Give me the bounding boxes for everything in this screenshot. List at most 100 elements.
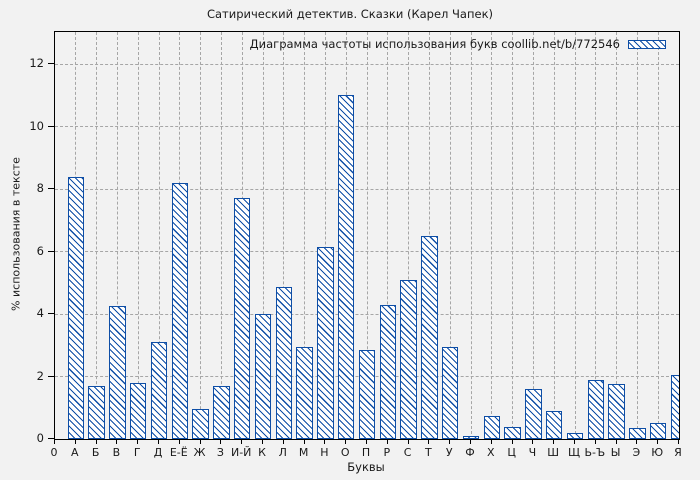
gridline-vertical <box>595 32 597 439</box>
x-tick-mark <box>303 440 305 444</box>
x-tick-label: Ч <box>528 446 537 459</box>
bar <box>504 426 521 439</box>
x-tick-label: Ж <box>193 446 206 459</box>
y-tick-label: 10 <box>29 118 44 133</box>
gridline-vertical <box>512 32 514 439</box>
gridline-vertical <box>387 32 389 439</box>
x-tick-label: Х <box>487 446 495 459</box>
x-tick-label: Е-Ё <box>169 446 188 459</box>
gridline-vertical <box>158 32 160 439</box>
bar <box>233 198 251 439</box>
bar <box>67 176 85 439</box>
x-tick-mark <box>407 440 409 444</box>
bar <box>213 385 230 439</box>
bar <box>358 349 376 439</box>
x-tick-mark <box>262 440 263 444</box>
gridline-vertical <box>428 32 430 439</box>
y-tick-mark <box>48 63 54 64</box>
x-tick-mark <box>594 440 596 444</box>
x-tick-mark <box>636 440 638 444</box>
bar <box>192 409 209 439</box>
x-tick-label: Р <box>383 446 391 459</box>
x-tick-label: Г <box>133 446 141 459</box>
x-tick-label: С <box>403 446 412 459</box>
bar <box>150 342 168 439</box>
x-tick-label: 0 <box>50 446 58 459</box>
x-tick-mark <box>428 440 430 444</box>
gridline-vertical <box>574 32 576 439</box>
plot-area: Диаграмма частоты использования букв coo… <box>54 31 680 440</box>
x-tick-label: К <box>258 446 266 459</box>
bar <box>629 428 646 439</box>
bar <box>462 435 480 439</box>
bar <box>129 382 147 439</box>
x-tick-mark <box>220 440 222 444</box>
gridline-vertical <box>366 32 368 439</box>
x-tick-mark <box>241 440 243 444</box>
gridline-vertical <box>324 32 326 439</box>
x-tick-mark <box>615 440 617 444</box>
x-tick-label: Э <box>632 446 641 459</box>
x-tick-label: О <box>340 446 350 459</box>
x-tick-label: Щ <box>567 446 581 459</box>
gridline-vertical <box>491 32 493 439</box>
gridline-vertical <box>220 32 222 439</box>
x-tick-mark <box>678 440 679 444</box>
x-tick-mark <box>449 440 451 444</box>
x-tick-label: В <box>112 446 121 459</box>
legend: Диаграмма частоты использования букв coo… <box>250 37 666 51</box>
x-tick-label: Я <box>674 446 682 459</box>
x-tick-mark <box>345 440 347 444</box>
bar <box>171 182 189 439</box>
bar <box>275 287 293 439</box>
x-tick-mark <box>386 440 388 444</box>
x-tick-mark <box>95 440 97 444</box>
gridline-vertical <box>532 32 534 439</box>
gridline-vertical <box>200 32 202 439</box>
chart-title: Сатирический детектив. Сказки (Карел Чап… <box>206 7 494 21</box>
x-tick-mark <box>282 440 284 444</box>
bar <box>88 385 105 439</box>
gridline-vertical <box>449 32 451 439</box>
x-tick-label: Б <box>91 446 100 459</box>
gridline-vertical <box>553 32 555 439</box>
x-tick-label: Т <box>425 446 432 459</box>
x-tick-label: П <box>361 446 371 459</box>
bar <box>649 423 667 439</box>
bar <box>525 389 542 439</box>
gridline-vertical <box>116 32 118 439</box>
x-tick-mark <box>137 440 139 444</box>
bar <box>317 246 334 439</box>
gridline-vertical <box>616 32 618 439</box>
bar <box>566 432 584 439</box>
x-tick-mark <box>532 440 534 444</box>
bar <box>545 410 563 439</box>
x-tick-mark <box>74 440 76 444</box>
x-tick-mark <box>366 440 367 444</box>
y-tick-label: 0 <box>36 431 44 445</box>
x-tick-label: М <box>298 446 309 459</box>
gridline-vertical <box>283 32 285 439</box>
gridline-vertical <box>304 32 306 439</box>
x-tick-label: И-Й <box>230 446 252 459</box>
x-tick-mark <box>158 440 159 444</box>
x-tick-label: Ш <box>547 446 560 459</box>
y-tick-label: 2 <box>36 368 44 383</box>
x-tick-label: Ы <box>610 446 621 459</box>
x-tick-mark <box>490 440 492 444</box>
x-tick-label: Д <box>153 446 163 459</box>
gridline-vertical <box>408 32 410 439</box>
y-tick-mark <box>48 250 54 252</box>
bar <box>109 306 126 439</box>
x-tick-mark <box>324 440 326 444</box>
y-tick-label: 6 <box>36 243 44 258</box>
bar <box>483 415 501 439</box>
bar <box>670 374 679 439</box>
bar <box>441 346 459 439</box>
bar <box>379 304 397 439</box>
x-tick-mark <box>657 440 659 444</box>
y-tick-label: 4 <box>36 306 44 320</box>
x-tick-label: У <box>445 446 453 459</box>
x-tick-label: З <box>216 446 224 459</box>
x-tick-label: Ь-Ъ <box>584 446 606 459</box>
